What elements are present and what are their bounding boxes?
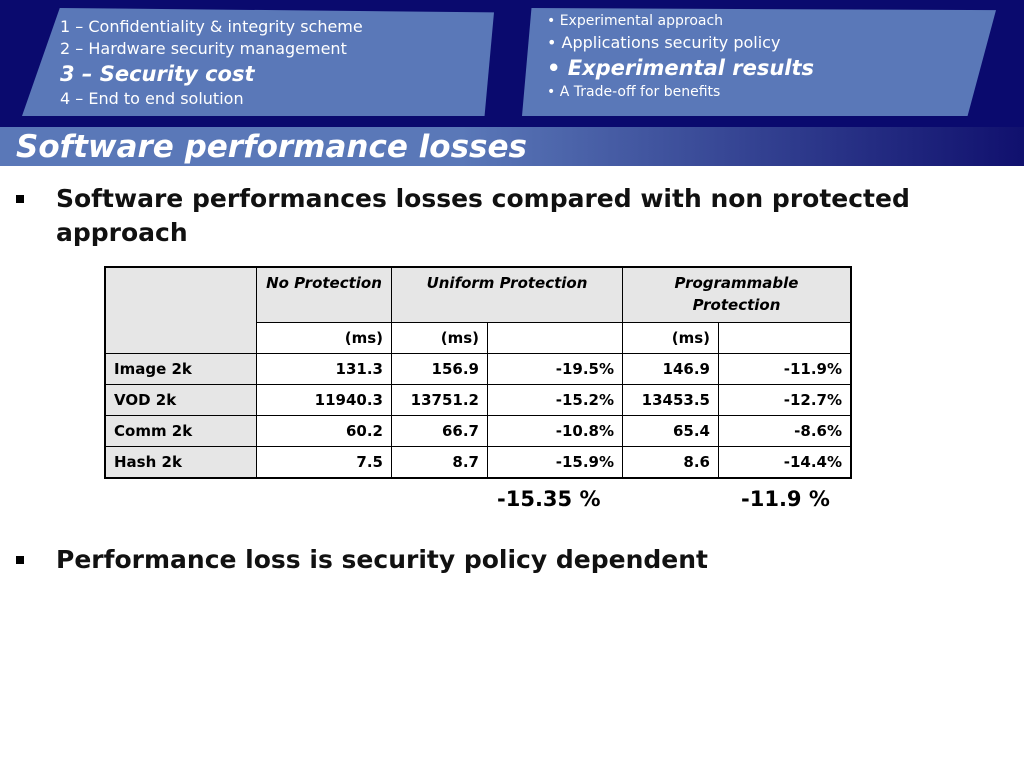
section-bullet-4: • A Trade-off for benefits [547,84,721,100]
section-bullets: • Experimental approach • Applications s… [547,11,814,103]
table-units-row: (ms) (ms) (ms) [105,322,852,354]
agenda-item-3-current: 3 – Security cost [60,62,255,86]
square-bullet-icon [16,556,24,564]
cell-programmable-loss: -14.4% [718,446,852,479]
slide-title: Software performance losses [16,129,527,165]
cell-programmable-loss: -12.7% [718,384,852,416]
table-row: Comm 2k 60.2 66.7 -10.8% 65.4 -8.6% [104,415,852,447]
unit-cell: (ms) [622,322,719,354]
cell-programmable-loss: -11.9% [718,353,852,385]
agenda-item-2: 2 – Hardware security management [60,39,347,58]
square-bullet-icon [16,195,24,203]
section-bullet-1: • Experimental approach [547,13,724,29]
row-label: Hash 2k [104,446,257,479]
programmable-average-loss: -11.9 % [741,487,830,511]
bullet-point-1: Software performances losses compared wi… [16,182,976,250]
agenda-item-4: 4 – End to end solution [60,89,244,108]
agenda-panel [22,8,494,116]
cell-programmable: 146.9 [622,353,719,385]
unit-cell [718,322,852,354]
cell-programmable-loss: -8.6% [718,415,852,447]
header-programmable-protection: Programmable Protection [622,266,852,323]
agenda-list: 1 – Confidentiality & integrity scheme 2… [60,16,363,110]
cell-no-protection: 11940.3 [256,384,392,416]
cell-uniform-loss: -15.9% [487,446,623,479]
agenda-item-1: 1 – Confidentiality & integrity scheme [60,17,363,36]
cell-uniform: 156.9 [391,353,488,385]
cell-uniform-loss: -10.8% [487,415,623,447]
cell-uniform: 13751.2 [391,384,488,416]
table-row: VOD 2k 11940.3 13751.2 -15.2% 13453.5 -1… [104,384,852,416]
cell-uniform: 8.7 [391,446,488,479]
uniform-average-loss: -15.35 % [497,487,601,511]
table-corner-cell [104,266,257,354]
row-label: Comm 2k [104,415,257,447]
cell-no-protection: 7.5 [256,446,392,479]
performance-table: No Protection Uniform Protection Program… [104,266,852,479]
section-bullet-3-current: • Experimental results [547,56,815,80]
header-no-protection: No Protection [256,266,392,323]
unit-cell [487,322,623,354]
unit-cell: (ms) [391,322,488,354]
table-row: Hash 2k 7.5 8.7 -15.9% 8.6 -14.4% [104,446,852,479]
bullet-point-2: Performance loss is security policy depe… [16,543,976,577]
bullet-point-2-text: Performance loss is security policy depe… [56,545,708,574]
unit-cell: (ms) [256,322,392,354]
section-panel [522,8,996,116]
bullet-point-1-text: Software performances losses compared wi… [56,184,910,247]
header-uniform-protection: Uniform Protection [391,266,623,323]
cell-no-protection: 60.2 [256,415,392,447]
cell-uniform-loss: -19.5% [487,353,623,385]
cell-programmable: 65.4 [622,415,719,447]
table-header-row: No Protection Uniform Protection Program… [104,266,852,354]
row-label: VOD 2k [104,384,257,416]
cell-programmable: 8.6 [622,446,719,479]
row-label: Image 2k [104,353,257,385]
title-bar [0,127,1024,166]
cell-programmable: 13453.5 [622,384,719,416]
cell-no-protection: 131.3 [256,353,392,385]
cell-uniform: 66.7 [391,415,488,447]
cell-uniform-loss: -15.2% [487,384,623,416]
section-bullet-2: • Applications security policy [547,33,781,52]
table-row: Image 2k 131.3 156.9 -19.5% 146.9 -11.9% [104,353,852,385]
